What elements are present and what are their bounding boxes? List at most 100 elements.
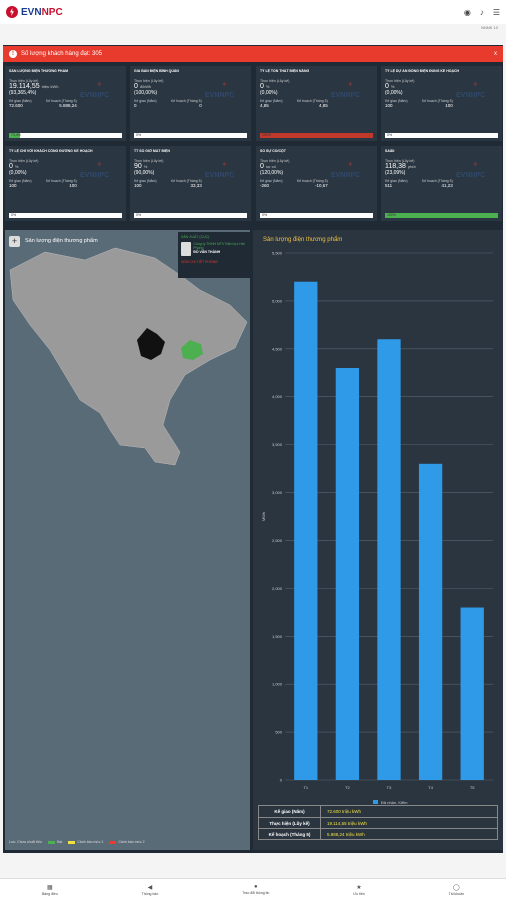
kpi-col-label: Kế hoạch (Tháng 5) [170,99,202,103]
map-info-popup: SẢN XUẤT (CỤC) Công ty TNHH MTV Điện lực… [178,232,250,278]
chart-title: Sản lượng điện thương phẩm [263,237,343,243]
kpi-col-label: Kế giao (Năm) [9,99,32,103]
y-tick-label: 2,000 [272,586,283,591]
evn-watermark-icon: ✦ EVNNPC [80,80,110,99]
kpi-value: 0 % [260,83,270,90]
kpi-value: 118,38 phút [385,163,416,170]
bar-chart[interactable]: 0 500 1,000 1,500 2,000 2,500 3,000 3,500 4,000 4… [253,245,503,820]
logo-text-npc: NPC [41,6,63,18]
kpi-title: TỶ LỆ DỰ ÁN ĐÓNG ĐIỆN ĐÚNG KẾ HOẠCH [385,69,460,73]
nav-dashboard[interactable]: ▦ Bảng điều [41,884,58,896]
y-tick-label: 4,000 [272,394,283,399]
kpi-title: GIÁ BÁN ĐIỆN BÌNH QUÂN [134,69,179,73]
legend-item: Cảnh báo mức 1 [68,840,103,844]
info-detail-link[interactable]: XEM CHI TIẾT PHÒNG [181,260,218,264]
header-subtitle: NNNK 10 [481,25,498,30]
kpi-col-label: Kế giao (Năm) [134,99,157,103]
kpi-col-value: 100 [9,183,17,188]
map-province-haiphong[interactable] [181,340,203,360]
evn-watermark-icon: ✦ EVNNPC [205,160,235,179]
bar[interactable] [377,339,401,780]
kpi-progress-bar: 0% [385,133,498,138]
map-region-north[interactable] [9,247,248,466]
evn-watermark-icon: ✦ EVNNPC [456,80,486,99]
kpi-label: Thực hiện (Lũy kế) [134,79,164,83]
kpi-col-value: 0 [134,103,137,108]
kpi-label: Thực hiện (Lũy kế) [385,159,415,163]
kpi-title: TỶ LỆ TỔN THẤT ĐIỆN NĂNG [260,69,310,73]
evn-logo[interactable]: EVNNPC [6,6,63,18]
user-icon: ◯ [452,884,460,891]
kpi-progress-bar: 0% [134,213,247,218]
kpi-col-value: 41,23 [441,183,453,188]
x-tick-label: T5 [470,785,475,790]
nav-favorites[interactable]: ★ Ưu tiên [353,884,365,896]
kpi-value: 0 % [9,163,19,170]
dashboard-icon: ▦ [46,884,53,891]
y-tick-label: 0 [280,778,283,783]
map-province-hanoi[interactable] [137,328,165,360]
kpi-label: Thực hiện (Lũy kế) [9,79,39,83]
kpi-percent: (0,00%) [385,90,403,96]
kpi-col-value: 72.600 [9,103,23,108]
evn-watermark-icon: ✦ EVNNPC [205,80,235,99]
kpi-card[interactable]: GIÁ BÁN ĐIỆN BÌNH QUÂN ✦ EVNNPC Thực hiện… [130,66,251,141]
kpi-col-label: Kế hoạch (Tháng 5) [296,99,328,103]
kpi-title: TT SỐ GIỜ MẤT ĐIỆN [134,149,170,153]
x-tick-label: T3 [387,785,392,790]
map-panel: + Sản lượng điện thương phẩm Lưu: Chưa c… [5,230,250,850]
kpi-col-value: 100 [69,183,77,188]
kpi-card[interactable]: SAIDI ✦ EVNNPC Thực hiện (Lũy kế) 118,38 … [381,146,502,221]
kpi-col-label: Kế hoạch (Tháng 5) [170,179,202,183]
summary-row: Kế hoạch (Tháng 5) 5.888,24 triệu kWh [259,828,497,839]
y-tick-label: 1,500 [272,634,283,639]
kpi-title: SẢN LƯỢNG ĐIỆN THƯƠNG PHẨM [9,69,69,73]
kpi-col-value: 0 [199,103,202,108]
nav-account[interactable]: ◯ Tài khoản [448,884,465,896]
megaphone-icon: ◀ [147,884,153,891]
kpi-percent: (90,00%) [134,170,155,176]
kpi-progress-bar: 73,4% [9,133,122,138]
region-map[interactable] [5,230,250,850]
kpi-col-value: 33,33 [190,183,202,188]
info-company: Công ty TNHH MTV Điện lực Hải Phòng [193,242,245,250]
kpi-value: 90 % [134,163,148,170]
map-title: Sản lượng điện thương phẩm [25,238,98,244]
bar[interactable] [335,367,360,780]
logo-text-evn: EVN [21,6,42,18]
alert-bar: ! Số lượng khách hàng đạt: 305 x [3,46,503,62]
chart-panel: Sản lượng điện thương phẩm 0 500 1,000 1,50… [253,230,503,850]
kpi-col-label: Kế giao (Năm) [385,179,408,183]
kpi-col-value: 511 [385,183,393,188]
bell-icon[interactable]: ♪ [479,7,484,17]
kpi-card[interactable]: TT SỐ GIỜ MẤT ĐIỆN ✦ EVNNPC Thực hiện (Lũ… [130,146,251,221]
kpi-col-label: Kế hoạch (Tháng 5) [421,99,453,103]
kpi-col-label: Kế giao (Năm) [9,179,32,183]
star-icon: ★ [356,884,362,891]
nav-chat[interactable]: ● Trao đổi thông tin [242,884,270,895]
bottom-nav: ▦ Bảng điều ◀ Thông báo ● Trao đổi thông ti… [0,878,506,900]
close-icon[interactable]: x [494,51,497,57]
camera-icon[interactable]: ◉ [463,7,471,17]
kpi-progress-bar: 0% [260,213,373,218]
kpi-card[interactable]: SẢN LƯỢNG ĐIỆN THƯƠNG PHẨM ✦ EVNNPC Thực … [5,66,126,141]
kpi-card[interactable]: TỶ LỆ DỰ ÁN ĐÓNG ĐIỆN ĐÚNG KẾ HOẠCH ✦ EVN… [381,66,502,141]
alert-text: Số lượng khách hàng đạt: 305 [21,51,103,57]
app-header: EVNNPC ◉ ♪ ☰ [0,0,506,24]
info-icon: ! [9,50,17,58]
kpi-card[interactable]: TỶ LỆ CHỈ VỚI KHÁCH CÔNG ĐƯỜNG KẾ HOẠCH … [5,146,126,221]
bar[interactable] [294,281,318,780]
summary-table: Kế giao (Năm) 72.600 triệu kWh Thực hiện … [258,805,498,840]
bar[interactable] [418,463,443,780]
kpi-card[interactable]: SỐ SỰ CỐ/CỘT ✦ EVNNPC Thực hiện (Lũy kế) … [256,146,377,221]
kpi-value: 0 % [385,83,395,90]
kpi-card[interactable]: TỶ LỆ TỔN THẤT ĐIỆN NĂNG ✦ EVNNPC Thực hi… [256,66,377,141]
kpi-col-value: 100 [385,103,393,108]
nav-notifications[interactable]: ◀ Thông báo [141,884,159,896]
zoom-in-button[interactable]: + [9,236,20,247]
bar[interactable] [460,607,484,780]
x-tick-label: T4 [428,785,433,790]
y-tick-label: 1,000 [272,682,283,687]
menu-icon[interactable]: ☰ [492,7,500,17]
legend-swatch [373,800,378,804]
